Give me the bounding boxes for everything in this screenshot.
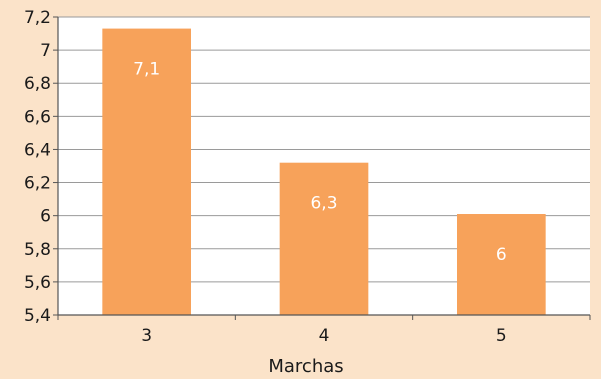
bar (457, 214, 546, 315)
x-tick-label: 5 (496, 326, 507, 346)
y-tick-label: 7 (40, 41, 51, 61)
x-tick-label: 3 (141, 326, 152, 346)
y-tick-label: 6,4 (24, 140, 51, 160)
bar-data-label: 6,3 (310, 194, 337, 214)
x-tick-label: 4 (319, 326, 330, 346)
y-tick-label: 6,6 (24, 107, 51, 127)
bar-data-label: 6 (496, 245, 507, 265)
bar (102, 28, 191, 315)
y-tick-label: 5,4 (24, 306, 51, 326)
y-tick-label: 6,2 (24, 174, 51, 194)
bars: 7,1 6,3 6 (102, 28, 546, 315)
y-axis-ticks: 5,4 5,6 5,8 6 6,2 6,4 6,6 6,8 7 7,2 (24, 8, 58, 326)
x-axis-title: Marchas (268, 356, 343, 377)
y-tick-label: 6,8 (24, 74, 51, 94)
y-tick-label: 6 (40, 207, 51, 227)
y-tick-label: 7,2 (24, 8, 51, 28)
y-tick-label: 5,8 (24, 240, 51, 260)
y-tick-label: 5,6 (24, 273, 51, 293)
x-axis-ticks: 3 4 5 (57, 315, 591, 346)
bar (279, 162, 369, 315)
bar-data-label: 7,1 (133, 60, 160, 80)
axes (57, 17, 590, 316)
